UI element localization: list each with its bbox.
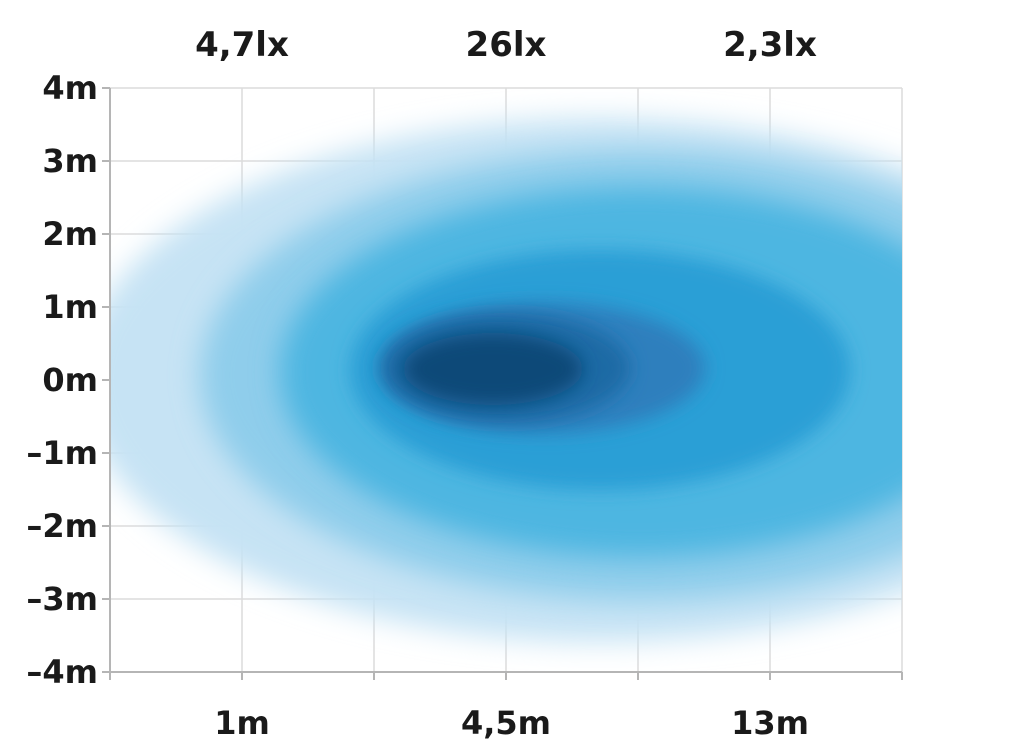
axis-ticks (102, 87, 903, 680)
y-tick-label-8: –4m (26, 653, 98, 691)
y-tick-label-1: 3m (42, 142, 98, 180)
x-tick-label-2: 13m (731, 704, 809, 742)
beam-pattern (110, 118, 902, 642)
top-labels: 4,7lx 26lx 2,3lx (195, 25, 817, 65)
x-tick-label-0: 1m (214, 704, 270, 742)
y-tick-labels: 4m 3m 2m 1m 0m –1m –2m –3m –4m (26, 69, 98, 691)
y-tick-label-2: 2m (42, 215, 98, 253)
y-tick-label-6: –2m (26, 507, 98, 545)
top-label-2: 2,3lx (723, 25, 817, 65)
y-tick-label-4: 0m (42, 361, 98, 399)
y-tick-label-7: –3m (26, 580, 98, 618)
top-label-0: 4,7lx (195, 25, 289, 65)
top-label-1: 26lx (466, 25, 547, 65)
intensity-zone-7 (403, 333, 583, 405)
y-tick-label-0: 4m (42, 69, 98, 107)
y-tick-label-3: 1m (42, 288, 98, 326)
y-tick-label-5: –1m (26, 434, 98, 472)
x-tick-labels: 1m 4,5m 13m (214, 704, 809, 742)
x-tick-label-1: 4,5m (461, 704, 551, 742)
